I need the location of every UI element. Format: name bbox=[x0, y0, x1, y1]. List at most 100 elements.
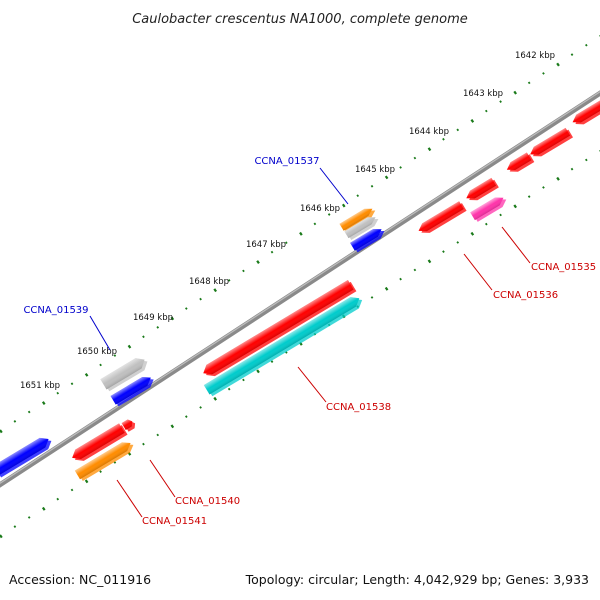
gene-label-ccna_01540[interactable]: CCNA_01540 bbox=[175, 496, 240, 507]
gene-label-ccna_01535[interactable]: CCNA_01535 bbox=[531, 262, 596, 273]
major-tick-mark bbox=[84, 372, 89, 377]
gene-arrow-CCNA_01538-shine bbox=[203, 297, 360, 395]
gene-label-ccna_01539[interactable]: CCNA_01539 bbox=[23, 305, 88, 316]
major-tick-mark bbox=[556, 176, 560, 181]
kbp-tick-labels: 1642 kbp 1643 kbp 1644 kbp 1645 kbp 1646 kbp… bbox=[20, 51, 555, 391]
gene-arrow-CCNA_01535-shine bbox=[470, 197, 504, 221]
gene-arrow-gray-1537-shine bbox=[344, 217, 376, 239]
minor-tick-mark bbox=[270, 360, 274, 363]
minor-tick-mark bbox=[13, 420, 17, 423]
minor-tick-mark bbox=[484, 222, 488, 226]
leader-line-ccna_01537 bbox=[319, 167, 349, 205]
major-tick-mark bbox=[384, 175, 389, 180]
gene-arrow-CCNA_01540-shine bbox=[72, 423, 125, 460]
gene-callouts: CCNA_01535 CCNA_01536 CCNA_01537 CCNA_01538… bbox=[23, 156, 596, 527]
minor-tick-mark bbox=[184, 307, 188, 310]
minor-tick-mark bbox=[199, 297, 202, 301]
tick-label: 1645 kbp bbox=[355, 165, 395, 175]
minor-tick-mark bbox=[242, 378, 245, 382]
tick-label: 1644 kbp bbox=[409, 127, 449, 137]
gene-arrow-red-3[interactable] bbox=[505, 152, 535, 176]
genome-backbone bbox=[0, 90, 600, 488]
gene-label-ccna_01538[interactable]: CCNA_01538 bbox=[326, 402, 391, 413]
minor-tick-mark bbox=[527, 195, 531, 198]
gene-label-ccna_01537[interactable]: CCNA_01537 bbox=[254, 156, 319, 167]
minor-tick-mark bbox=[27, 516, 31, 519]
minor-tick-mark bbox=[242, 269, 245, 273]
major-tick-mark bbox=[0, 534, 3, 539]
minor-tick-mark bbox=[570, 53, 574, 56]
minor-tick-mark bbox=[327, 213, 331, 216]
gene-arrow-red-2[interactable] bbox=[528, 127, 574, 161]
gene-arrow-red-4[interactable] bbox=[464, 177, 499, 205]
major-tick-mark bbox=[84, 479, 89, 484]
gene-arrow-blue-2[interactable] bbox=[110, 373, 157, 408]
gene-arrow-CCNA_01541[interactable] bbox=[74, 438, 136, 482]
gene-arrow-blue-3[interactable] bbox=[0, 434, 54, 479]
gene-arrow-CCNA_01539-shine bbox=[100, 358, 145, 390]
tick-label: 1651 kbp bbox=[20, 381, 60, 391]
gene-arrow-blue-2-shine bbox=[110, 376, 151, 405]
gene-arrow-CCNA_01535[interactable] bbox=[470, 193, 508, 223]
minor-tick-mark bbox=[113, 354, 117, 357]
major-tick-mark bbox=[256, 369, 260, 374]
gene-arrow-red-4-shine bbox=[466, 177, 497, 199]
minor-tick-mark bbox=[570, 167, 574, 171]
inner-dotted-track bbox=[0, 150, 600, 539]
leader-line-ccna_01536 bbox=[463, 253, 493, 291]
minor-tick-mark bbox=[499, 213, 502, 217]
minor-tick-mark bbox=[499, 100, 502, 103]
gene-arrow-red-3-shine bbox=[506, 152, 532, 170]
gene-arrow-CCNA_01536[interactable] bbox=[416, 201, 467, 238]
minor-tick-mark bbox=[199, 406, 202, 409]
minor-tick-mark bbox=[156, 433, 160, 437]
minor-tick-mark bbox=[227, 278, 231, 282]
minor-tick-mark bbox=[356, 194, 360, 198]
gene-arrow-gray-1537[interactable] bbox=[344, 213, 380, 241]
major-tick-mark bbox=[427, 147, 432, 152]
minor-tick-mark bbox=[370, 184, 374, 188]
gene-arrow-CCNA_01541-shine bbox=[74, 442, 131, 480]
tick-label: 1649 kbp bbox=[133, 313, 173, 323]
gene-arrow-CCNA_01539[interactable] bbox=[100, 354, 150, 392]
gene-arrow-CCNA_01537[interactable] bbox=[339, 205, 378, 234]
gene-arrow-red-small[interactable] bbox=[121, 417, 138, 432]
minor-tick-mark bbox=[370, 296, 374, 299]
gene-arrow-CCNA_01540[interactable] bbox=[69, 423, 128, 466]
major-tick-mark bbox=[170, 316, 175, 321]
minor-tick-mark bbox=[413, 268, 417, 272]
minor-tick-mark bbox=[70, 382, 74, 386]
major-tick-mark bbox=[384, 286, 389, 291]
gene-arrow-blue-1-shine bbox=[350, 228, 382, 251]
minor-tick-mark bbox=[184, 415, 188, 418]
gene-arrow-red-long-shine bbox=[203, 280, 354, 375]
gene-arrow-red-1[interactable] bbox=[570, 99, 600, 129]
gene-arrow-red-long[interactable] bbox=[200, 279, 357, 380]
major-tick-mark bbox=[556, 62, 560, 67]
gene-arrow-CCNA_01538[interactable] bbox=[203, 293, 365, 397]
major-tick-mark bbox=[41, 401, 46, 406]
gene-arrow-red-small-shine bbox=[121, 419, 133, 431]
leader-line-ccna_01535 bbox=[501, 226, 531, 264]
minor-tick-mark bbox=[27, 410, 31, 414]
gene-features bbox=[0, 99, 600, 482]
gene-arrow-blue-1[interactable] bbox=[350, 225, 387, 254]
tick-label: 1646 kbp bbox=[300, 204, 340, 214]
major-tick-mark bbox=[341, 203, 346, 208]
backbone-line bbox=[0, 90, 600, 488]
minor-tick-mark bbox=[542, 72, 545, 75]
major-tick-mark bbox=[470, 119, 475, 123]
minor-tick-mark bbox=[99, 363, 102, 367]
gene-label-ccna_01541[interactable]: CCNA_01541 bbox=[142, 516, 207, 527]
major-tick-mark bbox=[513, 90, 517, 95]
map-title: Caulobacter crescentus NA1000, complete … bbox=[132, 12, 468, 27]
backbone-highlight bbox=[0, 91, 600, 484]
minor-tick-mark bbox=[313, 222, 317, 226]
minor-tick-mark bbox=[270, 250, 274, 254]
leader-line-ccna_01538 bbox=[297, 366, 327, 403]
gene-label-ccna_01536[interactable]: CCNA_01536 bbox=[493, 290, 558, 301]
major-tick-mark bbox=[127, 344, 132, 349]
minor-tick-mark bbox=[56, 497, 60, 501]
